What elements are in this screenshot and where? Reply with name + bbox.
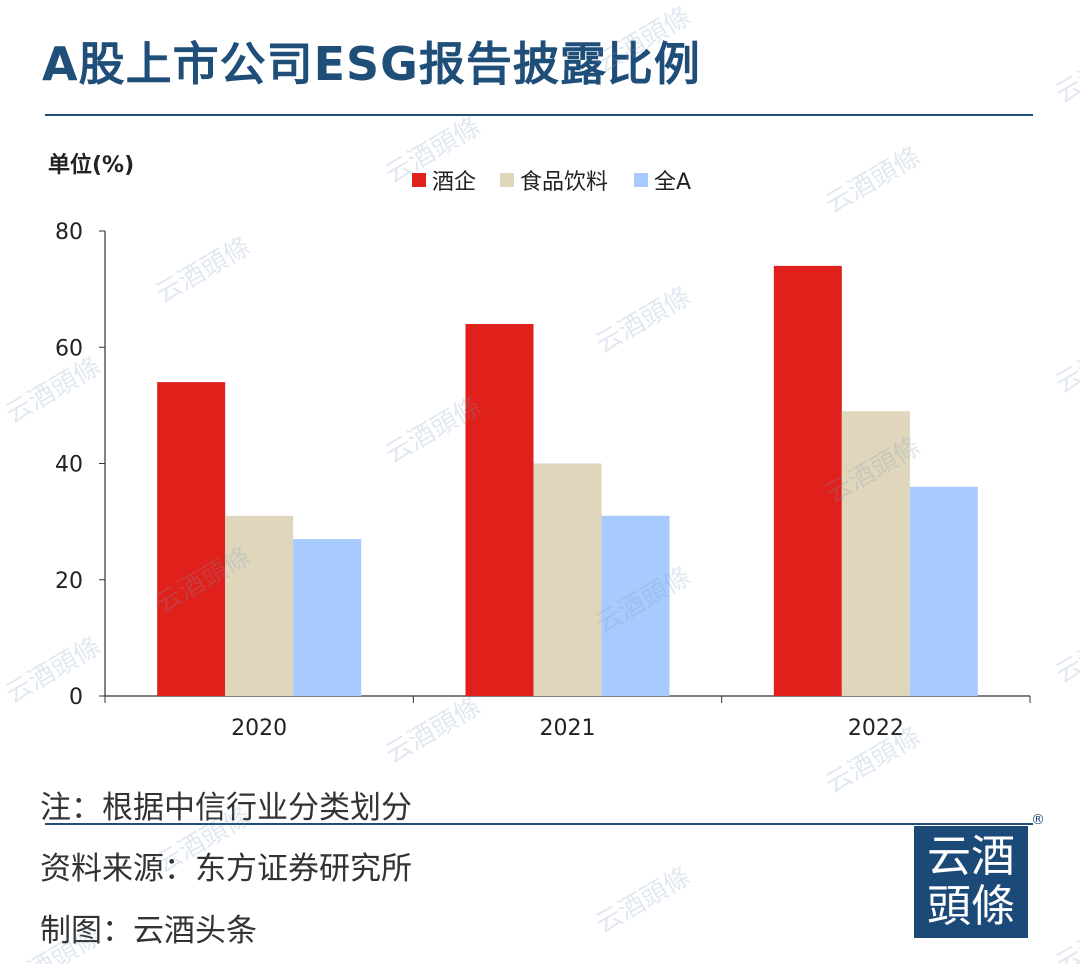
title-divider [45, 114, 1033, 116]
legend-label: 酒企 [432, 170, 476, 195]
legend-label: 食品饮料 [520, 170, 608, 195]
bar-2020-酒企 [157, 382, 226, 696]
x-tick-label: 2020 [231, 716, 287, 741]
page-title: A股上市公司ESG报告披露比例 [42, 37, 701, 91]
logo-line1: 云酒 [927, 831, 1015, 882]
watermark: 云酒頭條 [590, 861, 696, 940]
bar-chart: 0 20 40 60 80 单位(%) 2020 2021 2022 酒企 食品饮料 全A [48, 152, 1031, 741]
logo-line2: 頭條 [927, 881, 1015, 932]
bar-2021-食品饮料 [533, 463, 602, 696]
legend-swatch [412, 173, 426, 187]
x-tick-label: 2022 [848, 716, 904, 741]
y-tick-label: 80 [55, 220, 83, 245]
bar-2020-食品饮料 [225, 515, 294, 696]
bar-2022-酒企 [773, 265, 842, 696]
bar-2022-全A [909, 486, 978, 696]
y-tick-label: 60 [55, 336, 83, 361]
footer-divider [45, 823, 1033, 825]
maker-text: 制图：云酒头条 [40, 913, 257, 949]
bar-2021-全A [601, 515, 670, 696]
y-axis-label: 单位(%) [48, 152, 134, 178]
x-tick-label: 2021 [540, 716, 596, 741]
registered-mark: ® [1031, 812, 1045, 828]
legend-swatch [500, 173, 514, 187]
y-tick-label: 0 [69, 685, 83, 710]
source-text: 资料来源：东方证券研究所 [40, 851, 412, 887]
bar-2022-食品饮料 [841, 411, 910, 696]
brand-logo: 云酒 頭條 [914, 826, 1028, 938]
bar-2021-酒企 [465, 324, 534, 696]
y-tick-label: 40 [55, 453, 83, 478]
watermark: 云酒頭條 [1050, 901, 1080, 964]
bar-2020-全A [293, 539, 362, 696]
legend-swatch [634, 173, 648, 187]
legend-label: 全A [654, 170, 691, 195]
y-tick-label: 20 [55, 569, 83, 594]
note-text: 注：根据中信行业分类划分 [40, 790, 412, 826]
